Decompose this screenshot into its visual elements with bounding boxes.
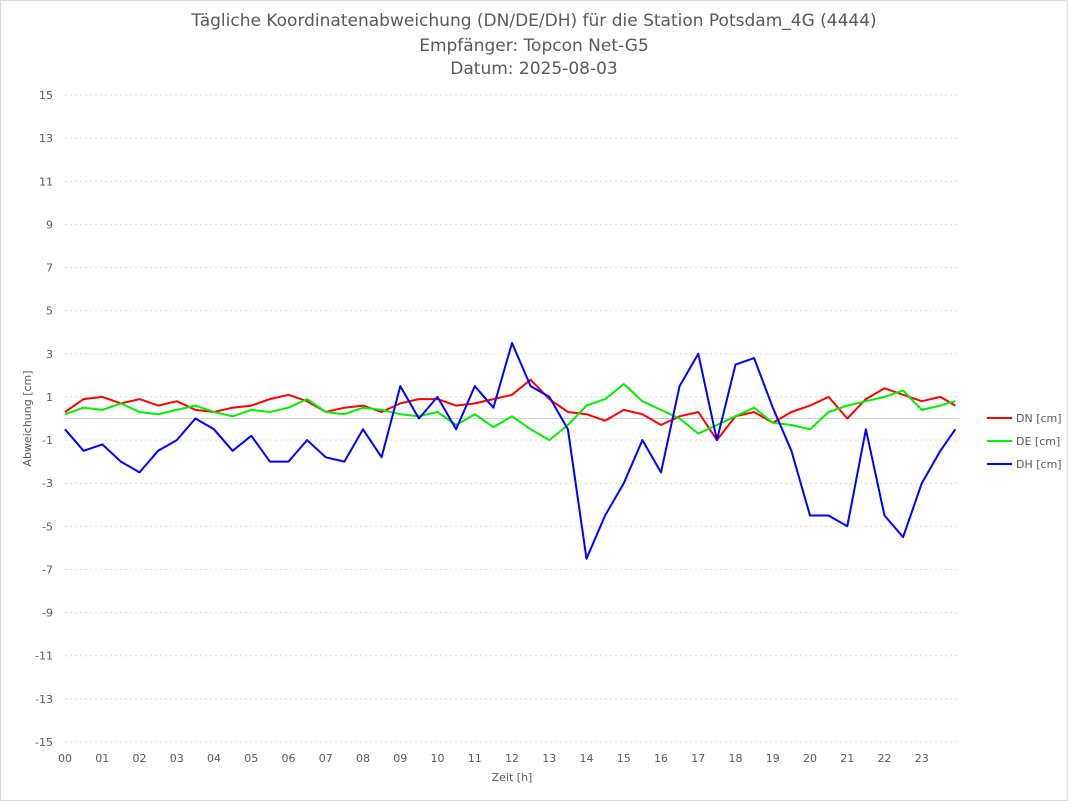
x-tick-label: 15 — [617, 752, 631, 765]
y-tick-label: -13 — [35, 693, 53, 706]
x-tick-label: 05 — [244, 752, 258, 765]
chart-title: Tägliche Koordinatenabweichung (DN/DE/DH… — [191, 11, 877, 31]
x-tick-label: 06 — [282, 752, 296, 765]
y-tick-label: 7 — [46, 262, 53, 275]
y-tick-label: -3 — [42, 477, 53, 490]
x-tick-label: 23 — [915, 752, 929, 765]
x-tick-label: 00 — [58, 752, 72, 765]
x-tick-label: 04 — [207, 752, 221, 765]
x-tick-label: 01 — [95, 752, 109, 765]
y-tick-label: -9 — [42, 607, 53, 620]
legend-label: DE [cm] — [1016, 435, 1060, 448]
x-tick-label: 13 — [542, 752, 556, 765]
y-tick-label: 1 — [46, 391, 53, 404]
y-tick-label: 9 — [46, 218, 53, 231]
x-tick-label: 14 — [580, 752, 594, 765]
x-tick-label: 09 — [393, 752, 407, 765]
x-tick-label: 07 — [319, 752, 333, 765]
series-line-1 — [64, 383, 956, 442]
legend-label: DN [cm] — [1016, 412, 1062, 425]
x-tick-label: 10 — [431, 752, 445, 765]
legend: DN [cm] DE [cm] DH [cm] — [987, 412, 1062, 471]
x-tick-label: 19 — [766, 752, 780, 765]
y-tick-label: 11 — [39, 175, 53, 188]
y-tick-labels: 15 13 11 9 7 5 3 1 -1 -3 -5 -7 -9 -11 -13 -15 — [35, 89, 53, 749]
y-tick-label: 5 — [46, 305, 53, 318]
series-line-2 — [64, 342, 957, 560]
x-tick-labels: 00 01 02 03 04 05 06 07 08 09 10 11 12 13 14 15 16 17 18 19… — [58, 752, 929, 765]
x-tick-label: 12 — [505, 752, 519, 765]
grid-lines — [65, 94, 959, 743]
x-tick-label: 08 — [356, 752, 370, 765]
y-tick-label: 13 — [39, 132, 53, 145]
x-tick-label: 16 — [654, 752, 668, 765]
x-tick-label: 11 — [468, 752, 482, 765]
chart-subtitle-receiver: Empfänger: Topcon Net-G5 — [419, 36, 649, 56]
x-tick-label: 02 — [133, 752, 147, 765]
series-line-0 — [64, 378, 956, 442]
x-tick-label: 18 — [729, 752, 743, 765]
chart-subtitle-date: Datum: 2025-08-03 — [450, 59, 618, 79]
x-tick-label: 21 — [840, 752, 854, 765]
y-tick-label: 3 — [46, 348, 53, 361]
y-tick-label: 15 — [39, 89, 53, 102]
x-tick-label: 22 — [878, 752, 892, 765]
series-lines — [64, 342, 957, 560]
x-tick-label: 17 — [691, 752, 705, 765]
y-tick-label: -5 — [42, 520, 53, 533]
legend-label: DH [cm] — [1016, 458, 1062, 471]
y-axis-label: Abweichung [cm] — [21, 370, 34, 466]
x-axis-label: Zeit [h] — [492, 771, 533, 784]
y-tick-label: -15 — [35, 736, 53, 749]
x-tick-label: 20 — [803, 752, 817, 765]
x-tick-label: 03 — [170, 752, 184, 765]
y-tick-label: -7 — [42, 563, 53, 576]
y-tick-label: -11 — [35, 650, 53, 663]
y-tick-label: -1 — [42, 434, 53, 447]
